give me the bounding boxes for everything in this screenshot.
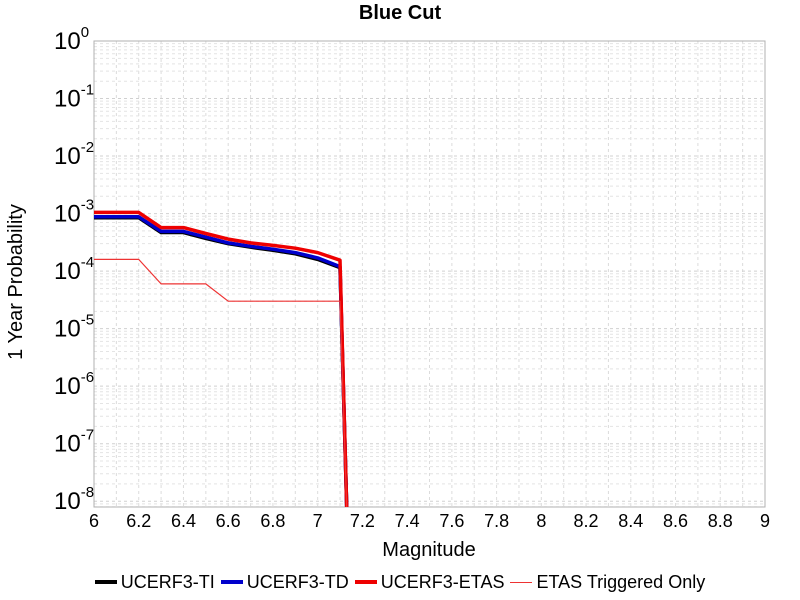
y-tick-label: 10-4 [54, 254, 94, 285]
series-lines [94, 210, 349, 508]
series-line-ucerf3-etas [94, 210, 349, 508]
x-tick-label: 7.4 [395, 511, 420, 531]
chart-title: Blue Cut [359, 2, 442, 24]
legend-item: UCERF3-TI [94, 571, 215, 593]
legend-label: UCERF3-ETAS [380, 571, 505, 592]
legend-item: UCERF3-ETAS [354, 571, 505, 593]
x-tick-label: 9 [760, 511, 770, 531]
legend-label: UCERF3-TI [120, 571, 215, 592]
legend-label: UCERF3-TD [246, 571, 349, 592]
x-tick-label: 6.2 [126, 511, 151, 531]
series-line-etas-triggered-only [94, 258, 348, 508]
x-tick-label: 6.4 [171, 511, 196, 531]
y-tick-label: 10-6 [54, 369, 94, 400]
x-tick-label: 8.2 [574, 511, 599, 531]
y-tick-label: 10-7 [54, 427, 94, 458]
y-tick-label: 10-1 [54, 82, 94, 113]
legend-swatch [510, 581, 533, 583]
x-tick-label: 8.4 [618, 511, 643, 531]
x-tick-label: 7.8 [484, 511, 509, 531]
y-tick-label: 10-2 [54, 139, 94, 170]
y-tick-label: 10-8 [54, 484, 94, 515]
x-axis-label: Magnitude [382, 539, 475, 561]
legend-swatch [354, 580, 377, 584]
x-tick-label: 7 [313, 511, 323, 531]
y-tick-label: 10-3 [54, 197, 94, 228]
grid [93, 40, 766, 508]
y-tick-labels: 100 10-1 10-2 10-3 10-4 10-5 10-6 10-7 10-8 [54, 24, 94, 515]
series-line-ucerf3-ti [94, 215, 349, 508]
legend-label: ETAS Triggered Only [536, 571, 706, 592]
legend-swatch [220, 580, 243, 584]
x-tick-label: 6 [89, 511, 99, 531]
x-tick-label: 6.6 [216, 511, 241, 531]
x-tick-label: 7.6 [439, 511, 464, 531]
x-tick-label: 7.2 [350, 511, 375, 531]
plot-area-border [93, 40, 766, 508]
legend-item: UCERF3-TD [220, 571, 349, 593]
legend: UCERF3-TI UCERF3-TD UCERF3-ETAS ETAS Trigge… [0, 568, 800, 596]
x-tick-label: 8 [536, 511, 546, 531]
x-tick-label: 6.8 [260, 511, 285, 531]
y-tick-label: 100 [54, 24, 89, 55]
x-tick-label: 8.6 [663, 511, 688, 531]
y-tick-label: 10-5 [54, 312, 94, 343]
legend-swatch [94, 580, 117, 584]
legend-item: ETAS Triggered Only [510, 572, 705, 593]
x-tick-labels: 6 6.2 6.4 6.6 6.8 7 7.2 7.4 7.6 7.8 8 8.2 8.4 8.6 8.8 9 [89, 511, 770, 531]
x-tick-label: 8.8 [708, 511, 733, 531]
series-line-ucerf3-td [94, 215, 349, 508]
y-axis-label: 1 Year Probability [5, 204, 27, 360]
